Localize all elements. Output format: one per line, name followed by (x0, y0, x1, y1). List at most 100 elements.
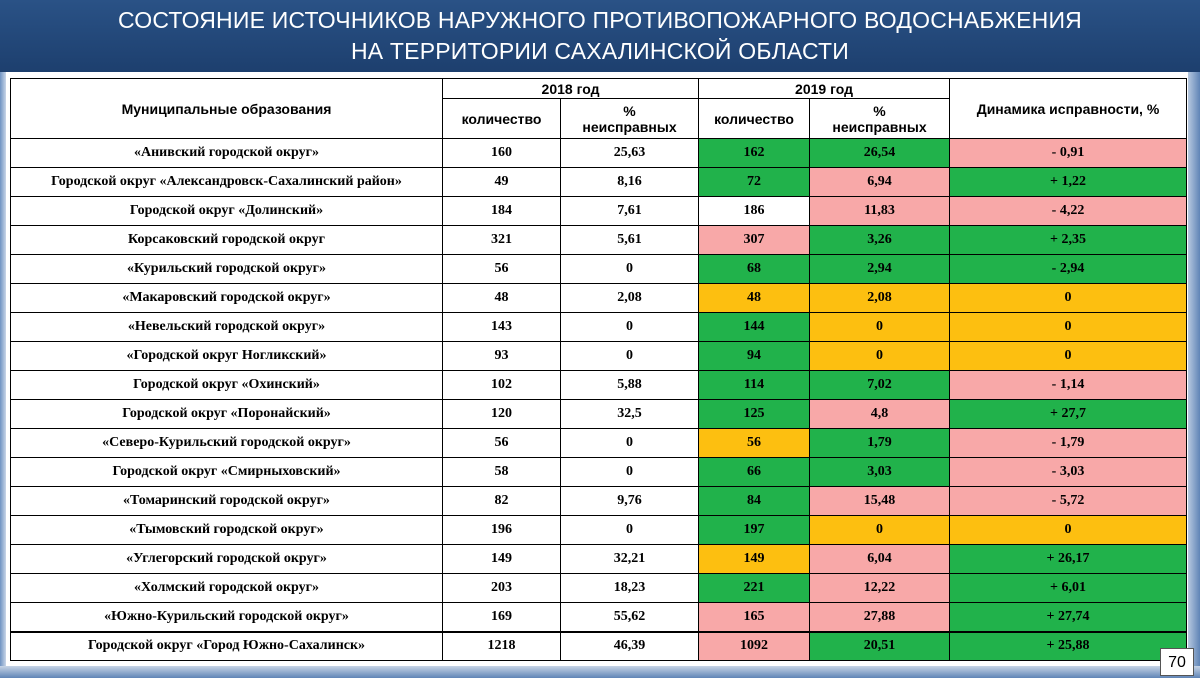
dynamics-cell: + 27,7 (949, 399, 1187, 429)
count-2019-cell: 162 (698, 138, 810, 168)
municipality-cell: «Томаринский городской округ» (10, 486, 443, 516)
count-2018-cell: 48 (442, 283, 561, 313)
dynamics-cell: - 0,91 (949, 138, 1187, 168)
percent-2019-cell: 27,88 (809, 602, 950, 632)
header-count-2018: количество (442, 98, 561, 139)
header-year-2018: 2018 год (442, 78, 699, 99)
percent-2019-cell: 0 (809, 312, 950, 342)
dynamics-cell: + 27,74 (949, 602, 1187, 632)
count-2019-cell: 72 (698, 167, 810, 197)
percent-2018-cell: 8,16 (560, 167, 699, 197)
municipality-cell: Городской округ «Город Южно-Сахалинск» (10, 630, 443, 661)
percent-2018-cell: 0 (560, 312, 699, 342)
table-row: «Южно-Курильский городской округ» 169 55,6… (10, 602, 1187, 632)
percent-2019-cell: 2,94 (809, 254, 950, 284)
count-2019-cell: 56 (698, 428, 810, 458)
header-percent-word: неисправных (582, 118, 677, 135)
percent-2018-cell: 0 (560, 515, 699, 545)
percent-2019-cell: 7,02 (809, 370, 950, 400)
table-row: Городской округ «Долинский» 184 7,61 186 11,… (10, 196, 1187, 226)
municipality-cell: Городской округ «Смирныховский» (10, 457, 443, 487)
table-row: «Городской округ Ногликский» 93 0 94 0 0 (10, 341, 1187, 371)
municipality-cell: Корсаковский городской округ (10, 225, 443, 255)
left-decor-bar (0, 72, 6, 678)
header-count-2019: количество (698, 98, 810, 139)
count-2019-cell: 197 (698, 515, 810, 545)
percent-2018-cell: 25,63 (560, 138, 699, 168)
page-number: 70 (1160, 648, 1194, 676)
table-row: «Углегорский городской округ» 149 32,21 149… (10, 544, 1187, 574)
count-2018-cell: 93 (442, 341, 561, 371)
water-supply-table: Муниципальные образования 2018 год 2019 … (10, 78, 1187, 661)
count-2019-cell: 66 (698, 457, 810, 487)
header-percent-word: неисправных (832, 118, 927, 135)
municipality-cell: «Тымовский городской округ» (10, 515, 443, 545)
count-2019-cell: 307 (698, 225, 810, 255)
dynamics-cell: 0 (949, 515, 1187, 545)
table-body: «Анивский городской округ» 160 25,63 162 26,… (10, 138, 1187, 661)
percent-2019-cell: 11,83 (809, 196, 950, 226)
percent-2018-cell: 18,23 (560, 573, 699, 603)
table-row: Городской округ «Смирныховский» 58 0 66 3,03… (10, 457, 1187, 487)
table-row: «Тымовский городской округ» 196 0 197 0 0 (10, 515, 1187, 545)
header-dynamics: Динамика исправности, % (949, 78, 1187, 139)
dynamics-cell: - 1,14 (949, 370, 1187, 400)
percent-2018-cell: 9,76 (560, 486, 699, 516)
dynamics-cell: + 6,01 (949, 573, 1187, 603)
dynamics-cell: + 2,35 (949, 225, 1187, 255)
municipality-cell: «Курильский городской округ» (10, 254, 443, 284)
count-2018-cell: 49 (442, 167, 561, 197)
percent-2019-cell: 6,04 (809, 544, 950, 574)
header-percent-2018: % неисправных (560, 98, 699, 139)
count-2019-cell: 165 (698, 602, 810, 632)
percent-2018-cell: 7,61 (560, 196, 699, 226)
percent-2018-cell: 0 (560, 428, 699, 458)
table-row: «Холмский городской округ» 203 18,23 221 12,… (10, 573, 1187, 603)
percent-2018-cell: 2,08 (560, 283, 699, 313)
title-line-2: НА ТЕРРИТОРИИ САХАЛИНСКОЙ ОБЛАСТИ (350, 38, 849, 64)
municipality-cell: «Холмский городской округ» (10, 573, 443, 603)
percent-2019-cell: 20,51 (809, 630, 950, 661)
dynamics-cell: - 2,94 (949, 254, 1187, 284)
percent-2019-cell: 3,03 (809, 457, 950, 487)
dynamics-cell: - 3,03 (949, 457, 1187, 487)
count-2019-cell: 48 (698, 283, 810, 313)
municipality-cell: «Южно-Курильский городской округ» (10, 602, 443, 632)
dynamics-cell: + 1,22 (949, 167, 1187, 197)
count-2019-cell: 114 (698, 370, 810, 400)
municipality-cell: Городской округ «Поронайский» (10, 399, 443, 429)
count-2019-cell: 84 (698, 486, 810, 516)
table-row: Городской округ «Поронайский» 120 32,5 125 4… (10, 399, 1187, 429)
title-line-1: СОСТОЯНИЕ ИСТОЧНИКОВ НАРУЖНОГО ПРОТИВОПО… (117, 7, 1082, 33)
header-municipality: Муниципальные образования (10, 78, 443, 139)
table-row: Городской округ «Александровск-Сахалинск… (10, 167, 1187, 197)
percent-2018-cell: 0 (560, 341, 699, 371)
table-row: «Анивский городской округ» 160 25,63 162 26,… (10, 138, 1187, 168)
table-row: «Курильский городской округ» 56 0 68 2,94- 2… (10, 254, 1187, 284)
percent-2018-cell: 55,62 (560, 602, 699, 632)
percent-2019-cell: 4,8 (809, 399, 950, 429)
percent-2019-cell: 15,48 (809, 486, 950, 516)
count-2018-cell: 160 (442, 138, 561, 168)
percent-2018-cell: 5,88 (560, 370, 699, 400)
municipality-cell: Городской округ «Александровск-Сахалинск… (10, 167, 443, 197)
percent-2019-cell: 1,79 (809, 428, 950, 458)
percent-2019-cell: 26,54 (809, 138, 950, 168)
percent-2018-cell: 0 (560, 254, 699, 284)
count-2019-cell: 94 (698, 341, 810, 371)
percent-2019-cell: 2,08 (809, 283, 950, 313)
header-percent-sign: % (623, 102, 636, 119)
dynamics-cell: - 1,79 (949, 428, 1187, 458)
count-2019-cell: 125 (698, 399, 810, 429)
percent-2019-cell: 3,26 (809, 225, 950, 255)
header-percent-2019: % неисправных (809, 98, 950, 139)
count-2018-cell: 58 (442, 457, 561, 487)
table-row: «Северо-Курильский городской округ» 56 0 56… (10, 428, 1187, 458)
count-2018-cell: 184 (442, 196, 561, 226)
slide-title: СОСТОЯНИЕ ИСТОЧНИКОВ НАРУЖНОГО ПРОТИВОПО… (0, 0, 1200, 72)
count-2018-cell: 56 (442, 254, 561, 284)
count-2018-cell: 102 (442, 370, 561, 400)
count-2018-cell: 149 (442, 544, 561, 574)
header-year-2019: 2019 год (698, 78, 950, 99)
dynamics-cell: - 5,72 (949, 486, 1187, 516)
